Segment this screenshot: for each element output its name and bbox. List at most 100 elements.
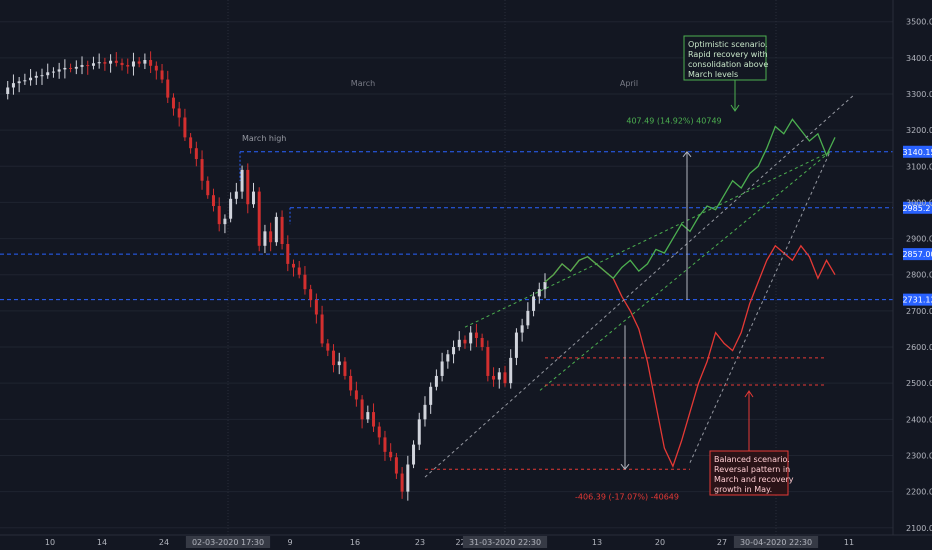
candle-body — [109, 60, 113, 64]
x-tick-label: 27 — [717, 538, 727, 547]
candle-body — [303, 274, 307, 290]
candle-body — [497, 372, 501, 380]
price-level-tag — [903, 145, 932, 158]
price-level-label: 2985.27 — [902, 204, 932, 213]
candle-body — [154, 65, 158, 71]
candle-body — [23, 80, 27, 82]
candle-body — [474, 332, 478, 338]
candle-body — [69, 67, 73, 69]
x-tick-label: 10 — [45, 538, 55, 547]
candle-body — [97, 62, 101, 64]
candle-body — [269, 231, 273, 243]
candle-body — [337, 361, 341, 366]
candle-body — [63, 67, 67, 70]
candle-body — [74, 66, 78, 69]
candle-body — [532, 296, 536, 311]
candle-body — [389, 451, 393, 458]
x-tick-label: 31-03-2020 22:30 — [469, 538, 541, 547]
candle-body — [240, 169, 244, 192]
x-tick-label: 13 — [592, 538, 602, 547]
candle-body — [354, 390, 358, 400]
price-level-tag — [903, 248, 932, 261]
candle-body — [211, 195, 215, 207]
candle-body — [366, 412, 370, 420]
candle-body — [537, 289, 541, 297]
optimistic-callout-line: Rapid recovery with — [688, 50, 768, 59]
candle-body — [189, 137, 193, 149]
balanced-measure-arrowhead — [620, 463, 630, 471]
candle-body — [40, 75, 44, 77]
price-level-label: 2731.12 — [902, 296, 932, 305]
candle-body — [257, 191, 261, 246]
x-tick-label: 11 — [844, 538, 854, 547]
candle-body — [297, 267, 301, 275]
candle-body — [394, 457, 398, 474]
candle-body — [183, 117, 187, 138]
candle-body — [332, 350, 336, 366]
x-tick-label: 23 — [415, 538, 425, 547]
balanced-callout-line: Balanced scenario. — [714, 455, 790, 464]
candle-body — [286, 244, 290, 264]
candle-body — [514, 332, 518, 358]
optimistic-callout-line: Optimistic scenario. — [688, 40, 768, 49]
candle-body — [417, 419, 421, 445]
candle-body — [480, 337, 484, 348]
candle-body — [429, 386, 433, 405]
candle-body — [29, 77, 33, 81]
x-tick-label: 16 — [350, 538, 360, 547]
balanced-callout-line: growth in May. — [714, 485, 772, 494]
candle-body — [51, 71, 55, 73]
overlays: March April 407.49 (14.92%) 40749 -406.39 (… — [242, 35, 856, 502]
price-level-label: 3140.15 — [902, 148, 932, 157]
candle-body — [171, 97, 175, 109]
candle-body — [131, 61, 135, 67]
candle-body — [126, 65, 130, 67]
candle-body — [86, 65, 90, 67]
candle-body — [434, 375, 438, 387]
candle-body — [349, 375, 353, 391]
candle-body — [543, 281, 547, 290]
candle-body — [34, 75, 38, 78]
candle-body — [309, 289, 313, 301]
balanced-callout-box — [709, 450, 789, 496]
price-level-label: 2857.00 — [902, 250, 932, 259]
candle-body — [160, 70, 164, 80]
candle-body — [251, 191, 255, 205]
candle-body — [217, 206, 221, 225]
y-tick-label: 2600.00 — [906, 343, 932, 352]
candle-body — [326, 343, 330, 351]
y-tick-label: 2200.00 — [906, 488, 932, 497]
y-tick-label: 2300.00 — [906, 451, 932, 460]
scenarios — [544, 118, 836, 469]
candle-body — [314, 300, 318, 315]
y-tick-label: 3100.00 — [906, 162, 932, 171]
x-tick-label: 9 — [287, 538, 292, 547]
y-tick-label: 3500.00 — [906, 18, 932, 27]
y-tick-label: 2400.00 — [906, 415, 932, 424]
price-level-tag — [903, 201, 932, 214]
y-tick-label: 2500.00 — [906, 379, 932, 388]
candle-body — [463, 339, 467, 344]
candle-body — [57, 69, 61, 72]
candle-body — [200, 159, 204, 181]
x-tick-label: 14 — [97, 538, 107, 547]
candle-body — [280, 216, 284, 245]
candle-body — [343, 361, 347, 376]
candle-body — [114, 60, 118, 63]
candle-body — [149, 60, 153, 66]
candle-body — [452, 347, 456, 355]
candles — [6, 51, 547, 501]
candle-body — [509, 357, 513, 384]
price-level-tag — [903, 293, 932, 306]
x-tick-label: 02-03-2020 17:30 — [192, 538, 264, 547]
month-label: March — [351, 79, 375, 88]
candle-body — [423, 404, 427, 420]
march-high-label: March high — [242, 134, 286, 143]
optimistic-scenario-path — [544, 118, 836, 283]
x-tick-label: 20 — [655, 538, 665, 547]
y-tick-label: 2100.00 — [906, 524, 932, 533]
y-tick-label: 2800.00 — [906, 271, 932, 280]
y-tick-label: 3200.00 — [906, 126, 932, 135]
